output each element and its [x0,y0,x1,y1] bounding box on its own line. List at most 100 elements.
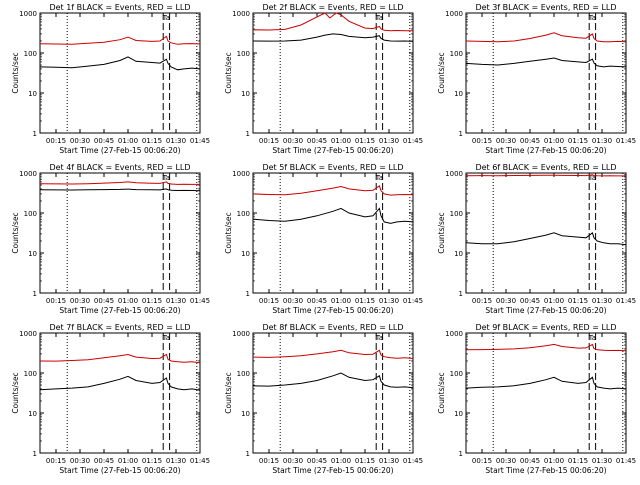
series-events-line [465,376,627,390]
y-tick-label: 100 [237,210,250,218]
x-tick-label: 01:30 [379,137,399,145]
x-tick-label: 01:30 [592,457,612,465]
series-events-line [39,375,201,391]
x-tick-label: 01:30 [592,137,612,145]
chart-panel-2: Det 2f BLACK = Events, RED = LLD 1 10 100 10… [224,3,423,155]
plot-frame [39,12,201,134]
y-tick-label: 1 [33,290,37,298]
event-marker-label: Ta [375,334,383,342]
x-tick-label: 01:15 [142,297,162,305]
x-tick-label: 01:45 [403,297,423,305]
x-tick-label: 01:15 [568,297,588,305]
y-tick-label: 10 [241,90,250,98]
x-tick-label: 00:30 [283,457,303,465]
chart-panel-5: Det 5f BLACK = Events, RED = LLD 1 10 100 10… [224,163,423,315]
series-lld-line [39,181,200,185]
y-tick-label: 1000 [445,170,463,178]
y-tick-label: 1 [246,450,250,458]
x-tick-label: 00:45 [520,457,540,465]
series-lld-line [39,35,201,45]
y-tick-label: 10 [28,90,37,98]
y-tick-label: 1000 [232,170,250,178]
x-tick-label: 01:00 [331,297,351,305]
event-marker-label: Ta [162,174,170,182]
chart-title: Det 9f BLACK = Events, RED = LLD [475,323,616,332]
y-axis-label: Counts/sec [437,52,446,93]
x-tick-label: 01:30 [166,137,186,145]
y-tick-label: 10 [28,250,37,258]
x-tick-label: 00:30 [496,297,516,305]
y-tick-label: 10 [454,250,463,258]
series-lld-line [39,353,201,364]
x-tick-label: 01:00 [544,137,564,145]
y-tick-label: 100 [450,50,463,58]
event-marker-label: Ta [162,334,170,342]
series-lld-line [465,343,627,352]
x-tick-label: 01:00 [118,457,138,465]
series-events-line [252,372,414,389]
event-marker-label: Ta [588,14,596,22]
plot-frame [252,332,414,454]
x-tick-label: 01:30 [379,297,399,305]
x-tick-label: 01:15 [142,137,162,145]
y-tick-label: 1000 [19,10,37,18]
y-axis-label: Counts/sec [11,212,20,253]
chart-title: Det 2f BLACK = Events, RED = LLD [262,3,403,12]
y-tick-label: 1000 [19,330,37,338]
x-tick-label: 01:15 [142,457,162,465]
x-tick-label: 01:45 [403,137,423,145]
chart-panel-6: Det 6f BLACK = Events, RED = LLD 1 10 100 10… [437,163,636,315]
chart-title: Det 7f BLACK = Events, RED = LLD [49,323,190,332]
x-tick-label: 00:45 [94,297,114,305]
x-tick-label: 00:15 [259,457,279,465]
x-tick-label: 01:45 [616,457,636,465]
x-tick-label: 00:30 [496,457,516,465]
chart-panel-9: Det 9f BLACK = Events, RED = LLD 1 10 100 10… [437,323,636,475]
chart-panel-8: Det 8f BLACK = Events, RED = LLD 1 10 100 10… [224,323,423,475]
y-tick-label: 1000 [232,10,250,18]
x-axis-label: Start Time (27-Feb-15 00:06:20) [485,306,606,315]
x-tick-label: 00:15 [46,137,66,145]
x-tick-label: 00:15 [259,137,279,145]
y-tick-label: 1 [459,290,463,298]
y-tick-label: 1 [246,290,250,298]
x-tick-label: 00:30 [283,137,303,145]
plot-frame [39,172,201,294]
x-tick-label: 01:45 [190,457,210,465]
plot-frame [465,172,627,294]
series-events-line [465,57,627,68]
x-tick-label: 00:30 [70,457,90,465]
x-tick-label: 00:15 [472,297,492,305]
x-tick-label: 01:45 [616,297,636,305]
series-events-line [252,33,414,42]
x-tick-label: 01:45 [190,297,210,305]
event-marker-label: Ta [588,174,596,182]
y-tick-label: 1 [459,450,463,458]
event-marker-label: Ta [162,14,170,22]
y-tick-label: 1000 [19,170,37,178]
y-tick-label: 1 [33,450,37,458]
y-tick-label: 100 [450,370,463,378]
plot-frame [252,12,414,134]
x-tick-label: 01:00 [118,137,138,145]
x-tick-label: 00:30 [70,137,90,145]
x-tick-label: 00:45 [307,137,327,145]
series-events-line [465,231,627,246]
y-axis-label: Counts/sec [437,372,446,413]
y-tick-label: 100 [24,210,37,218]
x-tick-label: 01:00 [544,297,564,305]
chart-title: Det 4f BLACK = Events, RED = LLD [49,163,190,172]
x-tick-label: 00:15 [259,297,279,305]
y-axis-label: Counts/sec [11,52,20,93]
x-tick-label: 01:00 [118,297,138,305]
y-tick-label: 10 [454,410,463,418]
x-tick-label: 00:45 [94,137,114,145]
x-tick-label: 01:15 [355,297,375,305]
x-tick-label: 01:00 [544,457,564,465]
chart-title: Det 5f BLACK = Events, RED = LLD [262,163,403,172]
x-tick-label: 01:15 [355,137,375,145]
plot-frame [465,332,627,454]
x-axis-label: Start Time (27-Feb-15 00:06:20) [485,146,606,155]
